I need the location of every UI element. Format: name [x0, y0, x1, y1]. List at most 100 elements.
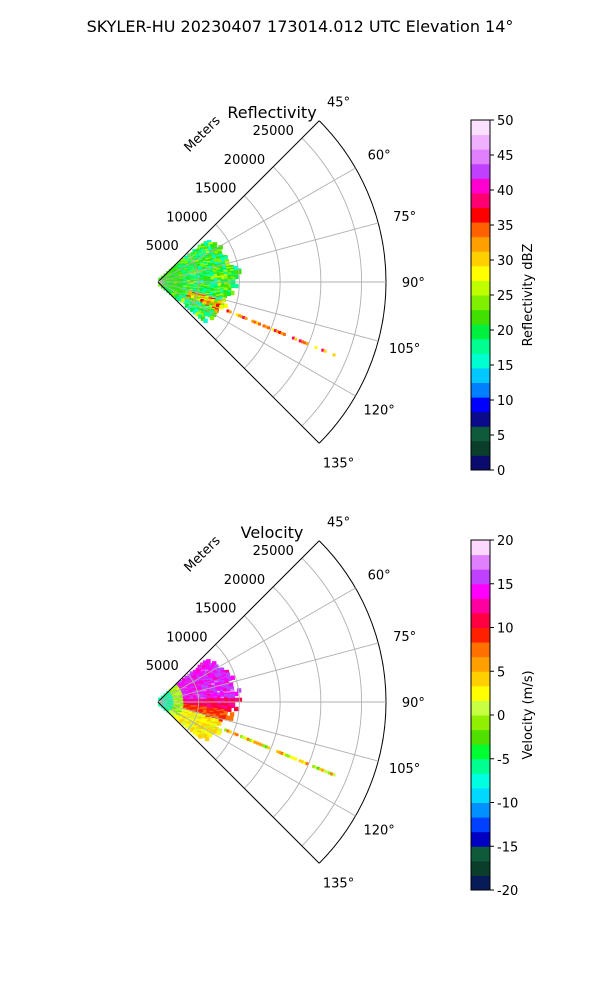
- radar-gate: [183, 299, 188, 305]
- range-tick-label: 5000: [146, 239, 179, 254]
- radar-gate: [227, 275, 232, 280]
- radar-gate: [221, 679, 226, 685]
- radar-gate: [194, 300, 200, 306]
- radar-gate: [240, 735, 244, 739]
- radar-gate: [214, 297, 219, 303]
- colorbar-swatch: [471, 222, 490, 238]
- radar-gate: [285, 753, 289, 757]
- radar-gate: [224, 698, 229, 703]
- radar-gate: [305, 762, 309, 766]
- radar-gate: [202, 733, 208, 739]
- radar-gate: [198, 734, 203, 739]
- radar-gate: [244, 316, 248, 320]
- radar-gate: [282, 332, 286, 336]
- radar-gate: [236, 688, 242, 693]
- radar-gate: [280, 751, 284, 755]
- colorbar-swatch: [471, 642, 490, 658]
- radar-gate: [237, 314, 241, 318]
- radar-gate: [258, 742, 262, 746]
- radar-gate: [217, 728, 223, 733]
- radar-gate: [276, 750, 280, 754]
- radar-gate: [213, 278, 219, 283]
- colorbar-swatch: [471, 583, 490, 599]
- radar-gate: [200, 316, 206, 321]
- radar-gate: [206, 280, 212, 285]
- radar-gate: [215, 686, 221, 691]
- radar-gate: [300, 760, 304, 764]
- radar-gate: [230, 699, 236, 704]
- colorbar-tick-label: 20: [497, 324, 514, 339]
- radar-gate: [210, 695, 215, 700]
- radar-gate: [287, 754, 291, 758]
- colorbar-tick-label: 25: [497, 289, 514, 304]
- colorbar-swatch: [471, 397, 490, 413]
- radar-gate: [230, 675, 235, 680]
- radar-gate: [205, 688, 211, 694]
- radar-gate: [206, 659, 211, 664]
- range-tick-label: 15000: [195, 182, 236, 197]
- radar-gate: [224, 678, 229, 684]
- radar-gate: [204, 311, 209, 317]
- angle-tick-label: 105°: [389, 762, 420, 777]
- radar-gate: [230, 276, 236, 281]
- radar-gate: [230, 689, 235, 694]
- radar-gate: [229, 686, 235, 691]
- radar-gate: [278, 330, 282, 334]
- radar-gate: [321, 768, 325, 772]
- radar-gate: [211, 673, 216, 678]
- angle-gridline: [157, 222, 379, 283]
- radar-gate: [216, 256, 221, 261]
- colorbar-tick-label: 30: [497, 254, 514, 269]
- radar-gate: [222, 714, 227, 720]
- radar-gate: [214, 261, 219, 267]
- radar-gate: [217, 671, 223, 676]
- radar-gate: [323, 769, 327, 773]
- radar-gate: [330, 772, 334, 776]
- radar-gate: [192, 309, 198, 315]
- colorbar-swatch: [471, 178, 490, 194]
- radar-gate: [233, 706, 239, 712]
- colorbar-tick-label: 10: [497, 622, 514, 637]
- radar-gate: [332, 353, 336, 357]
- radar-gate: [195, 312, 200, 317]
- radar-gate: [216, 721, 222, 726]
- radar-gate: [195, 732, 200, 737]
- radar-gate: [234, 697, 239, 703]
- colorbar-tick-label: 15: [497, 359, 514, 374]
- colorbar-tick-label: 0: [497, 709, 505, 724]
- radar-gate: [176, 716, 182, 722]
- data-field: [158, 240, 336, 357]
- radar-gate: [225, 682, 230, 688]
- radar-gate: [160, 284, 166, 289]
- radar-gate: [214, 727, 219, 732]
- radar-gate: [217, 251, 223, 256]
- range-tick-label: 25000: [253, 124, 294, 139]
- radar-gate: [222, 265, 227, 270]
- colorbar-swatch: [471, 715, 490, 731]
- radar-gate: [223, 688, 228, 694]
- radar-gate: [215, 246, 220, 252]
- radar-gate: [227, 707, 232, 712]
- radar-gate: [255, 321, 259, 325]
- radar-gate: [223, 703, 229, 708]
- range-tick-label: 25000: [253, 544, 294, 559]
- polar-frame-edge: [157, 120, 320, 283]
- range-axis-label: Meters: [182, 113, 224, 155]
- angle-gridline: [157, 167, 356, 283]
- colorbar-swatch: [471, 353, 490, 369]
- plots-group: Reflectivity500010000150002000025000Mete…: [146, 95, 536, 899]
- figure-title: SKYLER-HU 20230407 173014.012 UTC Elevat…: [87, 17, 514, 36]
- colorbar-tick-label: 5: [497, 429, 505, 444]
- radar-gate: [244, 736, 248, 740]
- radar-gate: [179, 719, 184, 724]
- radar-gate: [249, 738, 253, 742]
- radar-gate: [294, 757, 298, 761]
- colorbar-swatch: [471, 569, 490, 585]
- radar-gate: [227, 283, 232, 288]
- radar-gate: [237, 269, 242, 275]
- angle-tick-label: 60°: [368, 568, 391, 583]
- radar-gate: [166, 708, 171, 713]
- colorbar-tick-label: -10: [497, 797, 518, 812]
- radar-gate: [213, 250, 219, 255]
- radar-gate: [225, 672, 231, 677]
